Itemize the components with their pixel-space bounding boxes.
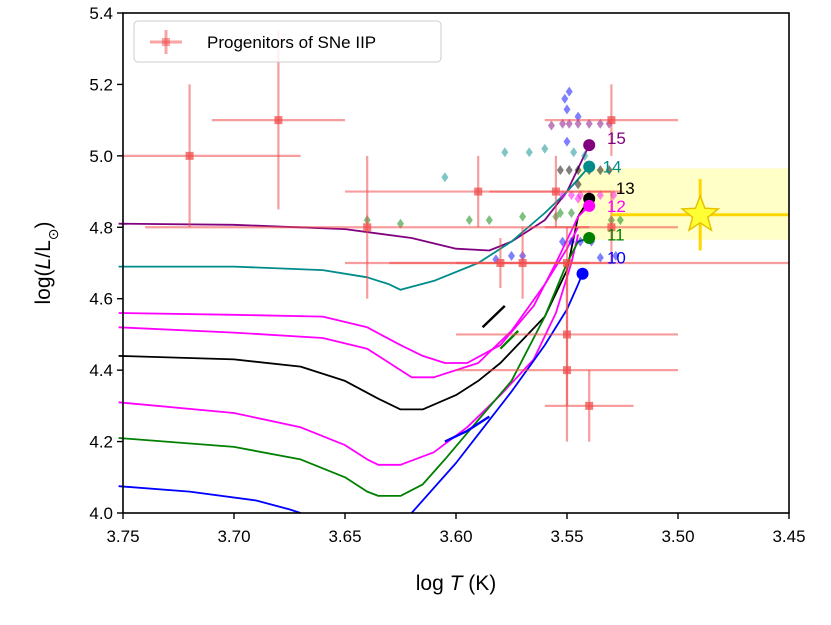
model-diamond-4-4	[567, 236, 575, 247]
axis-ticks: 3.75 3.70 3.65 3.60 3.55 3.50 3.45 4.0 4.2 4.4 4.6…	[89, 4, 805, 546]
track-11-label: 11	[607, 225, 625, 244]
progenitor-point-9	[563, 366, 571, 375]
track-12-line-3	[118, 205, 590, 364]
track-15-endpoint	[583, 139, 596, 152]
model-diamond-4-1	[508, 250, 515, 261]
model-diamond-0-2	[525, 147, 533, 158]
model-diamond-4-8	[612, 250, 620, 261]
model-diamond-1-2	[465, 215, 473, 226]
track-10-line-7	[118, 485, 301, 514]
model-diamond-1-6	[556, 208, 564, 218]
y-axis-label: log(L/L⊙)	[32, 222, 61, 305]
legend: Progenitors of SNe IIP	[133, 20, 442, 63]
highlight-star	[680, 193, 721, 232]
legend-box	[133, 20, 442, 63]
model-diamond-3-5	[605, 165, 613, 176]
track-10-label: 10	[607, 249, 626, 268]
model-diamond-0-3	[541, 143, 549, 154]
x-axis-label-suffix: (K)	[462, 572, 496, 595]
track-14-label: 14	[603, 158, 622, 177]
model-diamond-3-1	[565, 165, 573, 176]
model-diamond-3-4	[596, 165, 604, 176]
track-14-endpoint	[583, 160, 596, 173]
y-tick-label-7: 5.4	[89, 4, 113, 23]
model-diamond-2-6	[547, 120, 555, 131]
progenitor-point-6	[551, 187, 560, 196]
highlight-star-layer	[611, 179, 789, 251]
legend-marker-square	[162, 38, 170, 46]
model-diamond-4-9	[563, 104, 571, 115]
y-tick-label-6: 5.2	[89, 75, 113, 94]
model-diamond-0-0	[441, 172, 449, 183]
model-diamond-1-3	[485, 215, 493, 226]
model-diamond-0-5	[581, 150, 589, 161]
x-axis-label-var: T	[450, 572, 465, 595]
progenitor-point-12	[607, 223, 616, 232]
model-diamond-0-1	[501, 147, 509, 158]
progenitor-points	[123, 30, 789, 442]
progenitor-point-1	[274, 116, 283, 125]
model-diamond-1-7	[567, 208, 575, 218]
y-axis-label-close: )	[32, 222, 55, 229]
track-fragment-2	[444, 415, 490, 443]
model-diamond-4-5	[576, 236, 584, 247]
x-tick-label-6: 3.45	[772, 527, 805, 546]
model-diamond-4-3	[559, 236, 567, 247]
y-tick-label-0: 4.0	[89, 504, 113, 523]
model-diamond-3-0	[556, 165, 564, 176]
x-tick-label-1: 3.70	[217, 527, 250, 546]
model-diamond-1-9	[616, 215, 624, 226]
x-axis-label: log T (K)	[416, 572, 497, 595]
track-10-endpoint	[576, 267, 589, 280]
track-endpoints	[576, 139, 596, 280]
model-diamond-4-10	[561, 93, 569, 104]
x-tick-label-3: 3.60	[439, 527, 472, 546]
track-11-endpoint	[583, 232, 596, 244]
track-14-line-1	[118, 166, 590, 291]
model-diamond-4-11	[565, 86, 573, 97]
x-tick-label-2: 3.65	[328, 527, 361, 546]
progenitor-point-10	[585, 401, 594, 410]
track-12-label: 12	[607, 197, 626, 216]
model-diamond-5-6	[574, 193, 582, 204]
x-axis-label-prefix: log	[416, 572, 450, 595]
y-axis-label-var: L	[32, 258, 55, 270]
track-12-line-5	[118, 234, 579, 466]
y-axis-label-prefix: log(	[32, 269, 55, 304]
y-tick-label-2: 4.4	[89, 361, 113, 380]
y-tick-label-1: 4.2	[89, 433, 113, 452]
legend-label: Progenitors of SNe IIP	[207, 33, 376, 52]
track-12-line-4	[118, 226, 579, 379]
track-11-line-6	[118, 237, 590, 497]
model-diamond-4-13	[563, 136, 571, 147]
track-13-line-2	[118, 198, 590, 411]
y-tick-label-5: 5.0	[89, 147, 113, 166]
track-13-label: 13	[616, 179, 635, 198]
progenitor-point-3	[474, 187, 483, 196]
y-axis-label-sub: ⊙	[45, 229, 61, 241]
y-tick-label-3: 4.6	[89, 290, 113, 309]
y-axis-label-suffix: /L	[32, 240, 55, 258]
progenitor-point-0	[185, 151, 194, 160]
track-fragment-0	[481, 305, 506, 329]
progenitor-point-11	[607, 116, 616, 125]
progenitor-point-2	[363, 223, 372, 232]
x-tick-label-5: 3.50	[661, 527, 694, 546]
y-tick-label-4: 4.8	[89, 218, 113, 237]
x-tick-label-4: 3.55	[550, 527, 583, 546]
x-tick-label-0: 3.75	[106, 527, 139, 546]
track-10-line-8	[410, 273, 584, 514]
model-diamond-3-6	[574, 179, 582, 190]
model-diamond-3-2	[574, 165, 582, 176]
model-diamond-0-4	[570, 147, 578, 158]
track-12-endpoint	[583, 199, 596, 212]
track-15-label: 15	[607, 129, 626, 148]
model-diamond-4-7	[596, 252, 604, 263]
model-diamond-1-4	[519, 211, 527, 222]
